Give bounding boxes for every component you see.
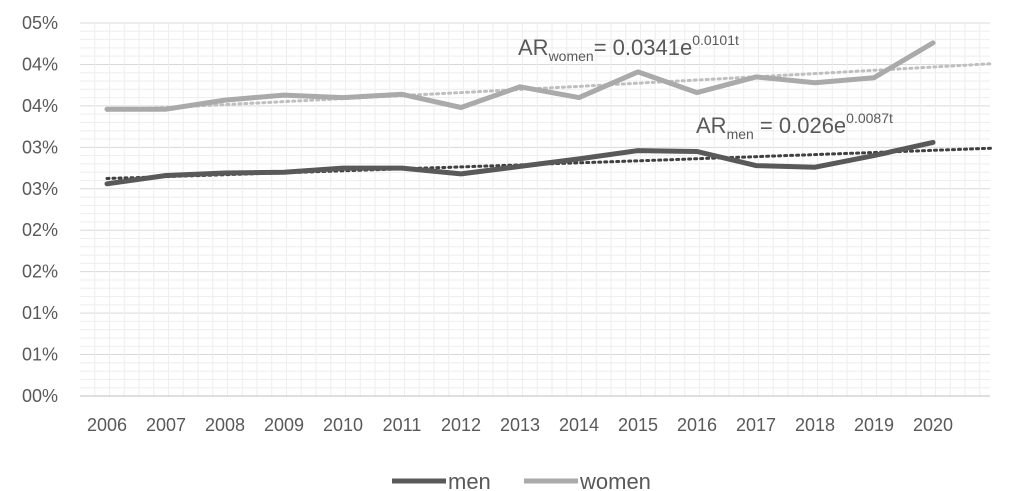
y-tick-label: 01% (22, 345, 58, 365)
x-tick-label: 2019 (854, 415, 894, 435)
y-tick-label: 02% (22, 220, 58, 240)
women-data-point (577, 95, 581, 100)
women-data-point (636, 69, 640, 74)
women-data-point (282, 93, 286, 98)
x-tick-label: 2008 (205, 415, 245, 435)
y-tick-label: 02% (22, 262, 58, 282)
x-tick-label: 2020 (913, 415, 953, 435)
x-tick-label: 2009 (264, 415, 304, 435)
women-data-point (164, 107, 168, 112)
y-tick-label: 00% (22, 386, 58, 406)
women-data-point (341, 95, 345, 100)
x-tick-label: 2018 (795, 415, 835, 435)
women-data-point (695, 90, 699, 95)
men-data-point (223, 171, 227, 176)
men-data-point (341, 166, 345, 171)
x-tick-label: 2017 (736, 415, 776, 435)
y-tick-label: 01% (22, 303, 58, 323)
men-data-point (577, 156, 581, 161)
women-data-point (400, 92, 404, 97)
y-tick-label: 03% (22, 179, 58, 199)
legend: men women (392, 469, 651, 491)
y-tick-label: 04% (22, 54, 58, 74)
men-data-point (636, 148, 640, 153)
men-data-point (459, 171, 463, 176)
women-data-point (931, 40, 935, 45)
men-data-point (754, 163, 758, 168)
men-trend-equation: ARmen = 0.026e0.0087t (696, 110, 893, 142)
women-trend-equation: ARwomen= 0.0341e0.0101t (518, 32, 739, 64)
legend-label-men: men (448, 469, 491, 491)
men-data-point (872, 153, 876, 158)
legend-label-women: women (579, 469, 651, 491)
women-trendline (105, 62, 994, 112)
men-data-point (931, 140, 935, 145)
x-tick-label: 2011 (383, 415, 422, 435)
x-tick-label: 2013 (500, 415, 540, 435)
women-data-point (813, 80, 817, 85)
men-data-point (282, 170, 286, 175)
x-tick-label: 2014 (559, 415, 599, 435)
series-lines (104, 40, 936, 187)
men-data-point (695, 149, 699, 154)
x-tick-label: 2006 (87, 415, 127, 435)
women-data-point (105, 107, 109, 112)
women-data-point (518, 84, 522, 89)
y-axis-ticks: 00% 01% 01% 02% 02% 03% 03% 04% 04% 05% (22, 13, 58, 406)
x-tick-label: 2007 (146, 415, 186, 435)
women-data-point (872, 75, 876, 80)
women-data-point (459, 105, 463, 110)
men-data-point (813, 165, 817, 170)
x-axis-ticks: 2006 2007 2008 2009 2010 2011 2012 2013 2014 2015… (87, 415, 953, 435)
y-tick-label: 04% (22, 96, 58, 116)
y-tick-label: 05% (22, 13, 58, 33)
y-tick-label: 03% (22, 137, 58, 157)
men-data-point (105, 181, 109, 186)
men-data-point (400, 166, 404, 171)
x-tick-label: 2010 (323, 415, 363, 435)
x-tick-label: 2012 (441, 415, 481, 435)
x-tick-label: 2015 (618, 415, 658, 435)
x-tick-label: 2016 (677, 415, 717, 435)
men-data-point (164, 173, 168, 178)
women-data-point (223, 98, 227, 103)
men-series-line (104, 139, 936, 187)
men-data-point (518, 164, 522, 169)
women-data-point (754, 74, 758, 79)
